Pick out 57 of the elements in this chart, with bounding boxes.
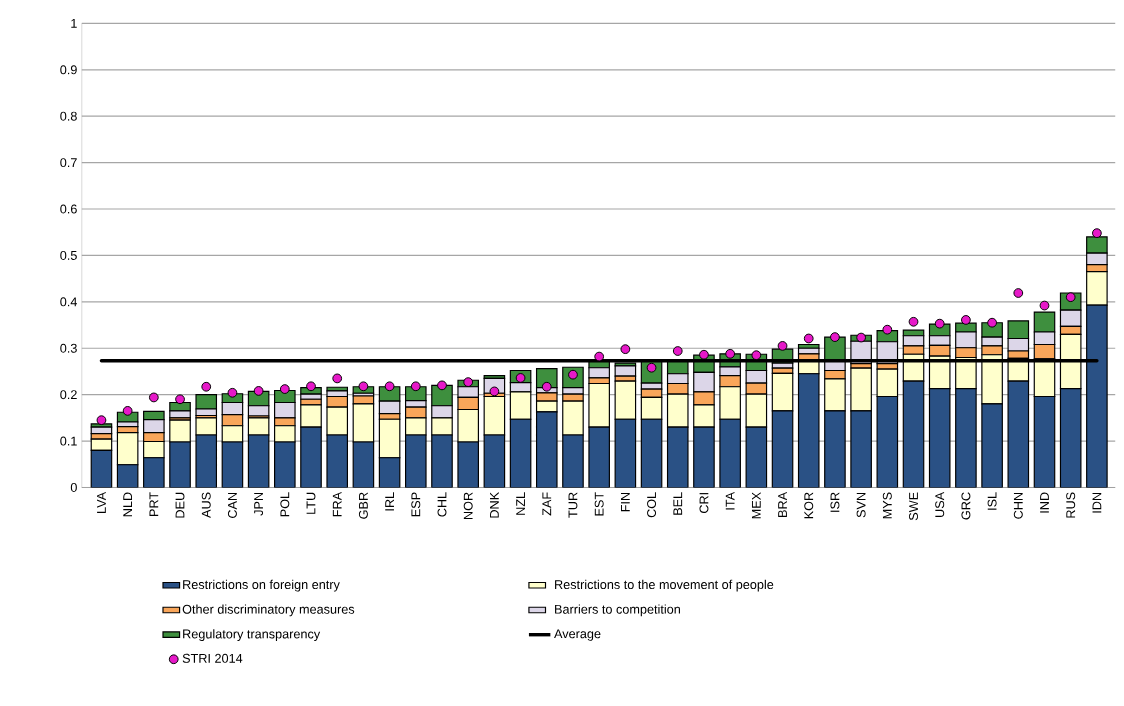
x-tick-label: IND — [1040, 492, 1049, 513]
x-tick-label: IDN — [1092, 492, 1102, 513]
y-tick-label: 0.7 — [60, 158, 77, 168]
x-tick-label: CHL — [437, 492, 447, 517]
x-tick-label: ESP — [411, 492, 421, 517]
y-tick-label: 0.9 — [60, 65, 77, 75]
x-tick-label: ZAF — [542, 492, 552, 516]
x-tick-label: BRA — [778, 491, 787, 517]
legend-label: Other discriminatory measures — [182, 604, 355, 617]
x-tick-label: DEU — [175, 492, 185, 518]
x-tick-label: SVN — [856, 492, 866, 518]
x-tick-label: ISL — [987, 492, 997, 510]
x-tick-label: JPN — [254, 492, 264, 516]
y-tick-label: 0.8 — [60, 111, 77, 121]
x-tick-label: BEL — [673, 492, 683, 515]
x-tick-label: AUS — [201, 492, 211, 518]
legend-label: Restrictions to the movement of people — [555, 579, 774, 592]
x-tick-label: FRA — [332, 491, 342, 517]
x-tick-label: GRC — [961, 492, 971, 520]
x-tick-label: MYS — [882, 492, 892, 519]
y-tick-label: 1 — [71, 19, 77, 28]
legend-label: Restrictions on foreign entry — [183, 579, 340, 592]
x-tick-label: CHN — [1013, 493, 1023, 519]
x-tick-label: NLD — [123, 492, 132, 517]
x-tick-label: NZL — [516, 492, 525, 515]
x-tick-label: NOR — [463, 492, 473, 520]
x-tick-label: EST — [594, 492, 604, 516]
y-tick-label: 0 — [70, 483, 77, 493]
x-tick-label: ITA — [725, 491, 735, 510]
x-tick-label: DNK — [490, 492, 499, 518]
x-tick-label: LVA — [97, 491, 106, 513]
x-tick-label: COL — [647, 492, 657, 518]
x-tick-label: LTU — [306, 492, 316, 514]
x-tick-label: RUS — [1066, 492, 1076, 518]
legend-label: Barriers to competition — [555, 604, 680, 617]
x-tick-label: ISR — [830, 492, 840, 512]
x-tick-label: IRL — [385, 492, 394, 511]
y-tick-label: 0.3 — [60, 343, 77, 353]
x-tick-label: PRT — [149, 492, 159, 517]
y-tick-label: 0.5 — [60, 251, 77, 260]
x-tick-label: USA — [935, 491, 945, 518]
y-tick-label: 0.2 — [60, 390, 77, 400]
x-tick-label: GBR — [358, 492, 368, 519]
x-tick-label: CRI — [699, 493, 709, 514]
x-tick-label: KOR — [804, 492, 814, 519]
legend-label: Average — [554, 629, 601, 641]
x-tick-label: POL — [280, 492, 290, 517]
x-tick-label: SWE — [909, 492, 918, 521]
x-tick-label: FIN — [621, 492, 630, 512]
x-tick-label: MEX — [751, 492, 761, 519]
legend-label: STRI 2014 — [182, 653, 243, 663]
y-tick-label: 0.4 — [60, 297, 78, 307]
x-tick-label: TUR — [568, 492, 578, 518]
y-tick-label: 0.6 — [60, 204, 77, 214]
legend-label: Regulatory transparency — [183, 629, 321, 642]
y-tick-label: 0.1 — [60, 436, 77, 446]
x-tick-label: CAN — [227, 492, 237, 519]
